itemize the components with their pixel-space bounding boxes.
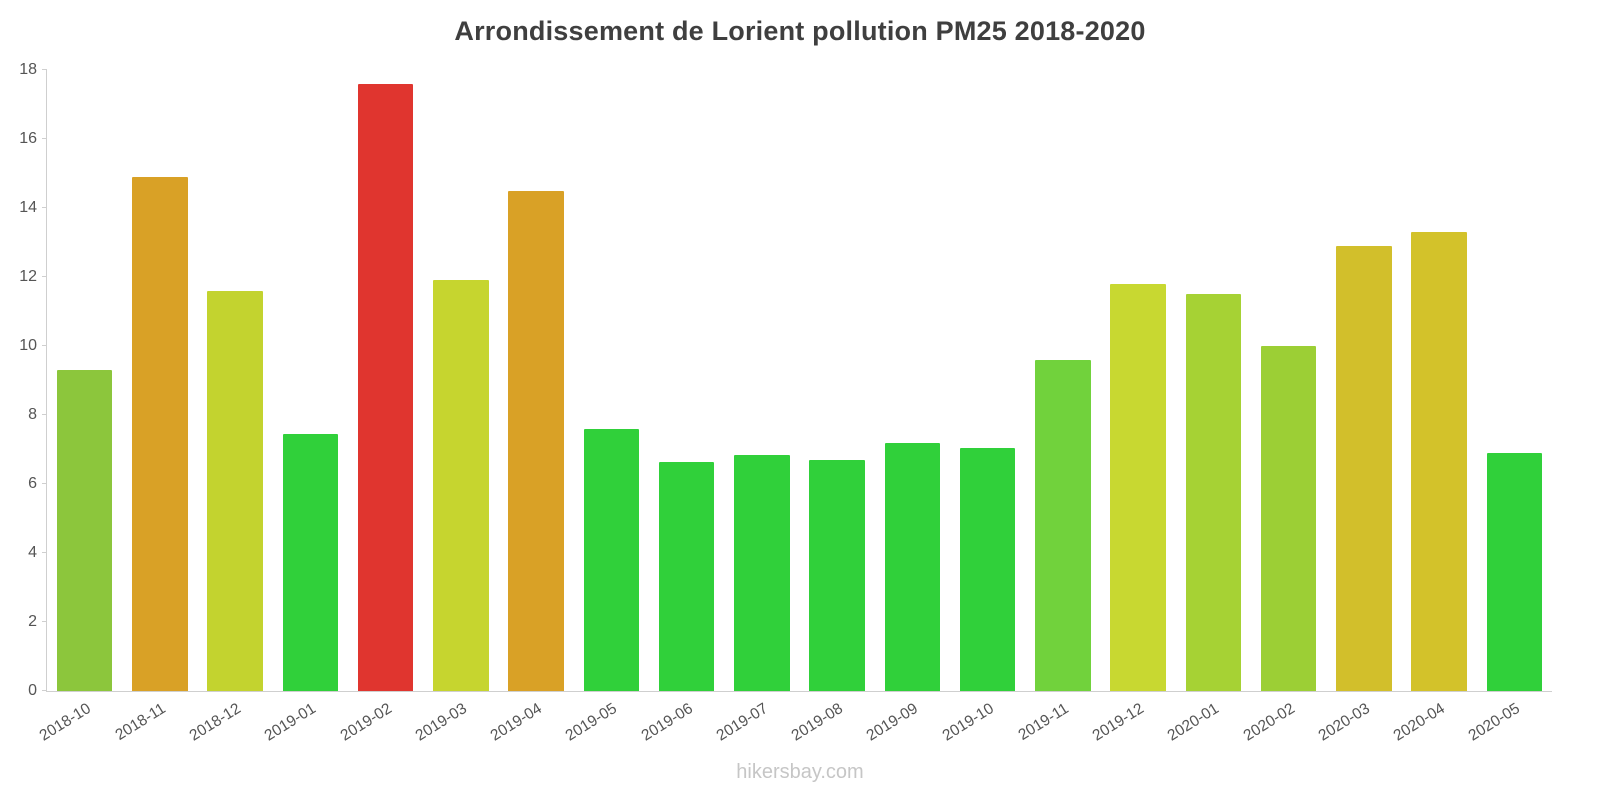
bar bbox=[1110, 283, 1166, 691]
bar bbox=[132, 176, 188, 691]
x-axis-label: 2019-03 bbox=[412, 700, 470, 745]
y-axis-label: 10 bbox=[19, 337, 37, 354]
x-axis-label: 2020-04 bbox=[1390, 700, 1449, 745]
bar-slot: 2019-08 bbox=[789, 70, 875, 745]
bar-slot: 2018-11 bbox=[113, 70, 197, 744]
y-axis-tick bbox=[42, 276, 47, 277]
bar bbox=[734, 454, 790, 691]
plot-area: 2018-10 2018-11 2018-12 2019-01 2019-02 2019-… bbox=[19, 62, 1552, 745]
bar bbox=[658, 461, 715, 691]
bar bbox=[1486, 452, 1543, 691]
x-axis-label: 2019-08 bbox=[788, 700, 847, 745]
bar bbox=[207, 290, 263, 691]
bar bbox=[433, 280, 489, 691]
x-axis-label: 2020-05 bbox=[1466, 700, 1524, 745]
bar bbox=[959, 447, 1016, 691]
bar-slot: 2019-02 bbox=[337, 70, 423, 745]
x-axis-label: 2019-09 bbox=[864, 700, 922, 745]
bar-slot: 2019-01 bbox=[262, 70, 348, 745]
bar bbox=[508, 190, 564, 691]
y-axis-label: 8 bbox=[28, 406, 37, 424]
x-axis-label: 2019-06 bbox=[638, 700, 696, 745]
y-axis-tick bbox=[42, 414, 47, 416]
bar bbox=[1411, 232, 1467, 691]
bar-slot: 2019-07 bbox=[714, 70, 799, 745]
bar-slot: 2019-11 bbox=[1016, 70, 1100, 744]
bar bbox=[1035, 359, 1091, 691]
y-axis-tick bbox=[42, 552, 47, 554]
bar bbox=[884, 442, 941, 691]
bar-slot: 2019-03 bbox=[413, 70, 498, 745]
y-axis-label: 0 bbox=[28, 682, 37, 699]
x-axis-label: 2020-02 bbox=[1240, 700, 1298, 745]
x-axis-label: 2018-10 bbox=[36, 700, 94, 745]
x-axis-label: 2020-01 bbox=[1165, 700, 1223, 745]
y-axis-tick bbox=[42, 345, 47, 346]
bar-slot: 2019-04 bbox=[488, 70, 574, 745]
y-axis-label: 14 bbox=[19, 199, 37, 216]
y-axis-label: 18 bbox=[19, 61, 37, 78]
x-axis-label: 2019-10 bbox=[939, 700, 997, 745]
x-axis-label: 2018-11 bbox=[112, 700, 169, 744]
y-axis-label: 12 bbox=[19, 268, 37, 285]
bar-slot: 2020-04 bbox=[1391, 70, 1477, 745]
y-axis-tick bbox=[42, 621, 47, 623]
bar-slot: 2020-05 bbox=[1466, 70, 1552, 745]
bar bbox=[809, 459, 865, 691]
bar bbox=[1336, 245, 1392, 691]
x-axis-label: 2020-03 bbox=[1315, 700, 1373, 745]
bar-slot: 2018-12 bbox=[187, 70, 273, 745]
y-axis-tick bbox=[42, 69, 47, 70]
x-axis-label: 2019-01 bbox=[262, 700, 320, 745]
y-axis-label: 16 bbox=[19, 130, 37, 148]
bar-slot: 2019-10 bbox=[939, 70, 1025, 745]
chart-title: Arrondissement de Lorient pollution PM25… bbox=[454, 16, 1146, 46]
y-axis-tick bbox=[42, 138, 47, 140]
x-axis-label: 2019-02 bbox=[337, 700, 395, 745]
bar-slot: 2018-10 bbox=[36, 70, 122, 745]
bar bbox=[282, 433, 339, 691]
bar bbox=[583, 428, 640, 691]
x-axis-label: 2019-11 bbox=[1015, 700, 1072, 744]
bar bbox=[1185, 294, 1242, 691]
y-axis-label: 6 bbox=[28, 475, 37, 492]
y-axis-tick bbox=[42, 483, 47, 484]
x-axis-label: 2019-05 bbox=[563, 700, 621, 745]
y-axis-label: 2 bbox=[28, 613, 37, 631]
bar-slot: 2019-05 bbox=[563, 70, 649, 745]
x-axis-label: 2018-12 bbox=[186, 700, 245, 745]
bar-slot: 2019-12 bbox=[1090, 70, 1176, 745]
bar bbox=[1260, 346, 1317, 691]
x-axis-label: 2019-04 bbox=[487, 700, 546, 745]
y-axis-label: 4 bbox=[28, 544, 37, 562]
bar-slot: 2019-06 bbox=[638, 70, 724, 745]
y-axis-tick bbox=[42, 207, 47, 208]
bar-slot: 2020-01 bbox=[1165, 70, 1251, 745]
bar-slot: 2020-03 bbox=[1316, 70, 1401, 745]
x-axis-label: 2019-12 bbox=[1089, 700, 1148, 745]
bar-slot: 2020-02 bbox=[1240, 70, 1326, 745]
watermark: hikersbay.com bbox=[736, 761, 864, 783]
bar-slot: 2019-09 bbox=[864, 70, 950, 745]
bar bbox=[357, 83, 414, 691]
bar bbox=[56, 370, 113, 691]
x-axis-label: 2019-07 bbox=[713, 700, 771, 745]
y-axis-tick bbox=[42, 690, 47, 691]
